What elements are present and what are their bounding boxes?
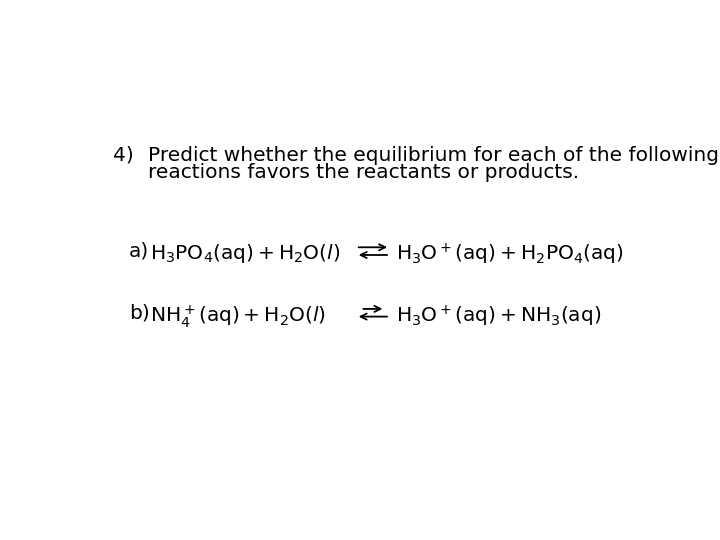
Text: $\mathrm{H_3O^+(aq) + NH_3(aq)}$: $\mathrm{H_3O^+(aq) + NH_3(aq)}$ xyxy=(396,303,601,329)
Text: Predict whether the equilibrium for each of the following: Predict whether the equilibrium for each… xyxy=(148,146,719,165)
Text: 4): 4) xyxy=(113,146,134,165)
Text: $\mathrm{NH_4^+(aq) + H_2O(}$$\it{l}$$\mathrm{)}$: $\mathrm{NH_4^+(aq) + H_2O(}$$\it{l}$$\m… xyxy=(150,303,326,330)
Text: $\mathrm{H_3O^+(aq) + H_2PO_4(aq)}$: $\mathrm{H_3O^+(aq) + H_2PO_4(aq)}$ xyxy=(396,242,624,267)
Text: reactions favors the reactants or products.: reactions favors the reactants or produc… xyxy=(148,164,580,183)
Text: a): a) xyxy=(129,242,149,261)
Text: b): b) xyxy=(129,303,150,322)
Text: $\mathrm{H_3PO_4(aq) + H_2O(}$$\it{l}$$\mathrm{)}$: $\mathrm{H_3PO_4(aq) + H_2O(}$$\it{l}$$\… xyxy=(150,242,341,265)
